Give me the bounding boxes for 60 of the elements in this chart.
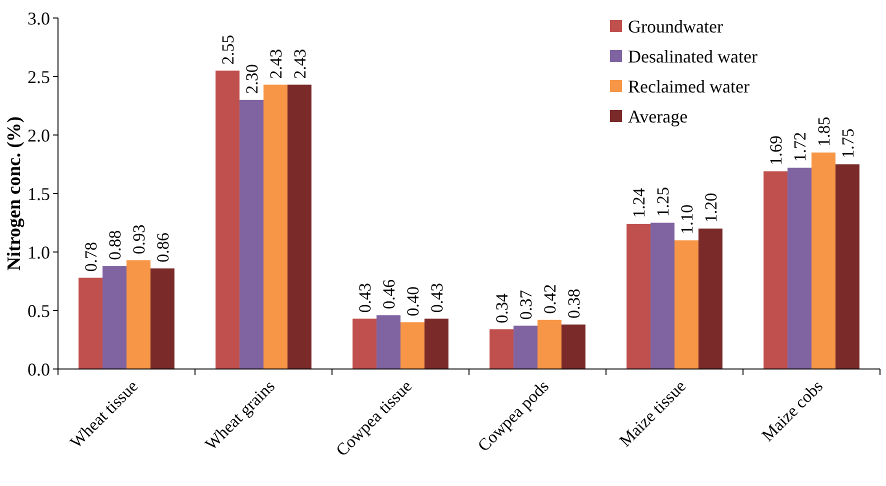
data-label: 0.42 bbox=[540, 284, 560, 314]
data-label: 1.69 bbox=[766, 136, 786, 166]
bar bbox=[514, 326, 538, 369]
y-tick-label: 0.5 bbox=[28, 300, 50, 321]
data-label: 1.20 bbox=[701, 192, 720, 223]
y-tick-label: 3.0 bbox=[28, 8, 50, 28]
data-label: 1.24 bbox=[630, 188, 649, 218]
data-label: 0.46 bbox=[380, 279, 399, 310]
bar bbox=[352, 318, 377, 369]
data-label: 0.43 bbox=[356, 282, 375, 313]
bar bbox=[674, 240, 698, 369]
data-label: 0.88 bbox=[106, 230, 125, 260]
bar bbox=[626, 224, 651, 369]
y-tick-label: 2.5 bbox=[28, 66, 50, 87]
bar bbox=[240, 100, 264, 369]
bar bbox=[650, 222, 674, 369]
data-label: 1.10 bbox=[677, 204, 696, 234]
bar bbox=[835, 164, 860, 369]
data-label: 0.78 bbox=[82, 242, 101, 272]
data-label: 2.43 bbox=[290, 48, 310, 79]
bar bbox=[102, 266, 126, 369]
bar bbox=[126, 260, 150, 369]
data-label: 0.34 bbox=[492, 292, 512, 324]
bar bbox=[400, 322, 424, 369]
bar bbox=[424, 318, 448, 369]
bar bbox=[216, 70, 240, 369]
bar bbox=[264, 84, 288, 369]
data-label: 1.72 bbox=[790, 132, 810, 162]
legend-label: Desalinated water bbox=[628, 46, 758, 66]
data-label: 0.37 bbox=[516, 289, 536, 320]
legend-label: Groundwater bbox=[628, 16, 723, 36]
y-axis-title: Nitrogen conc. (%) bbox=[4, 116, 25, 271]
legend-label: Reclaimed water bbox=[628, 76, 750, 96]
bar bbox=[561, 324, 586, 369]
y-tick-label: 0.0 bbox=[28, 359, 50, 380]
legend-label: Average bbox=[628, 106, 688, 126]
bar bbox=[538, 320, 562, 369]
bar bbox=[287, 84, 312, 369]
data-label: 2.55 bbox=[218, 34, 238, 65]
data-label: 0.86 bbox=[153, 232, 172, 262]
bar bbox=[376, 315, 400, 369]
bar bbox=[788, 168, 812, 369]
bar bbox=[698, 228, 722, 369]
y-tick-label: 2.0 bbox=[28, 125, 50, 146]
bar bbox=[490, 329, 514, 369]
data-label: 1.25 bbox=[654, 187, 673, 217]
bar bbox=[764, 171, 788, 369]
y-tick-label: 1.0 bbox=[28, 242, 50, 262]
data-label: 1.75 bbox=[838, 128, 858, 158]
bar bbox=[812, 152, 836, 369]
bar bbox=[78, 278, 103, 369]
data-label: 2.43 bbox=[266, 48, 286, 79]
data-label: 1.85 bbox=[814, 116, 834, 147]
y-tick-label: 1.5 bbox=[28, 184, 50, 204]
data-label: 0.40 bbox=[403, 286, 422, 316]
bar bbox=[150, 268, 174, 369]
data-label: 0.43 bbox=[427, 282, 446, 313]
data-label: 2.30 bbox=[242, 64, 262, 94]
data-label: 0.38 bbox=[564, 288, 584, 319]
data-label: 0.93 bbox=[129, 224, 148, 254]
